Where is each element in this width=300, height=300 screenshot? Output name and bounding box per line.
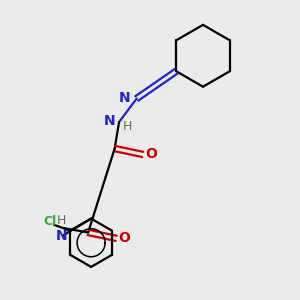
- Text: Cl: Cl: [43, 215, 56, 228]
- Text: H: H: [123, 120, 132, 133]
- Text: N: N: [56, 229, 68, 243]
- Text: H: H: [57, 214, 66, 227]
- Text: N: N: [118, 92, 130, 106]
- Text: N: N: [104, 114, 116, 128]
- Text: O: O: [145, 147, 157, 161]
- Text: O: O: [118, 231, 130, 245]
